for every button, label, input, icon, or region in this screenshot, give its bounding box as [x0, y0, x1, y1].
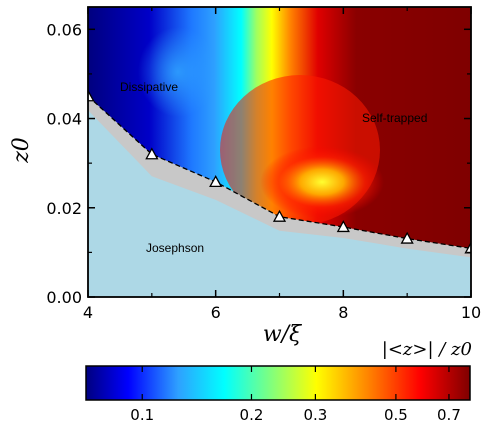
y-axis-label: z0	[9, 137, 34, 164]
x-tick-label-0: 4	[83, 303, 93, 322]
y-tick-label-0: 0.00	[46, 288, 82, 307]
boundary-marker-3	[272, 209, 287, 222]
boundary-markers	[88, 89, 471, 254]
colorbar-tick-label-0: 0.1	[130, 406, 154, 424]
x-axis-label: w/ξ	[263, 322, 303, 347]
y-tick-label-3: 0.06	[46, 20, 82, 39]
josephson-region	[88, 110, 471, 297]
colorbar	[85, 365, 471, 401]
boundary-marker-4	[336, 220, 350, 233]
colorbar-title: |<z>| / z0	[382, 339, 472, 360]
colorbar-tick-label-3: 0.5	[384, 406, 408, 424]
x-tick-label-3: 10	[461, 303, 481, 322]
colorbar-tick-label-4: 0.7	[437, 406, 461, 424]
colorbar-tick-label-1: 0.2	[240, 406, 264, 424]
region-label-self-trapped: Self-trapped	[362, 111, 427, 125]
region-label-dissipative: Dissipative	[120, 80, 178, 94]
heatmap-hotspot	[260, 146, 384, 218]
y-axis-ticks: 0.00 0.02 0.04 0.06	[46, 20, 471, 307]
colorbar-tick-label-2: 0.3	[303, 406, 327, 424]
boundary-marker-2	[209, 175, 223, 188]
colorbar-ticks: 0.1 0.2 0.3 0.5 0.7	[130, 366, 461, 424]
y-tick-label-1: 0.02	[46, 199, 82, 218]
x-axis-ticks: 4 6 8 10	[83, 7, 481, 322]
y-tick-label-2: 0.04	[46, 110, 82, 129]
boundary-marker-1	[145, 147, 159, 160]
heatmap-plot	[88, 7, 471, 297]
boundary-marker-0	[88, 89, 95, 102]
boundary-marker-5	[400, 231, 414, 244]
boundary-marker-6	[464, 241, 471, 254]
x-tick-label-2: 8	[338, 303, 348, 322]
heatmap-blue-patch	[138, 27, 218, 117]
region-label-josephson: Josephson	[146, 241, 204, 255]
x-tick-label-1: 6	[211, 303, 221, 322]
